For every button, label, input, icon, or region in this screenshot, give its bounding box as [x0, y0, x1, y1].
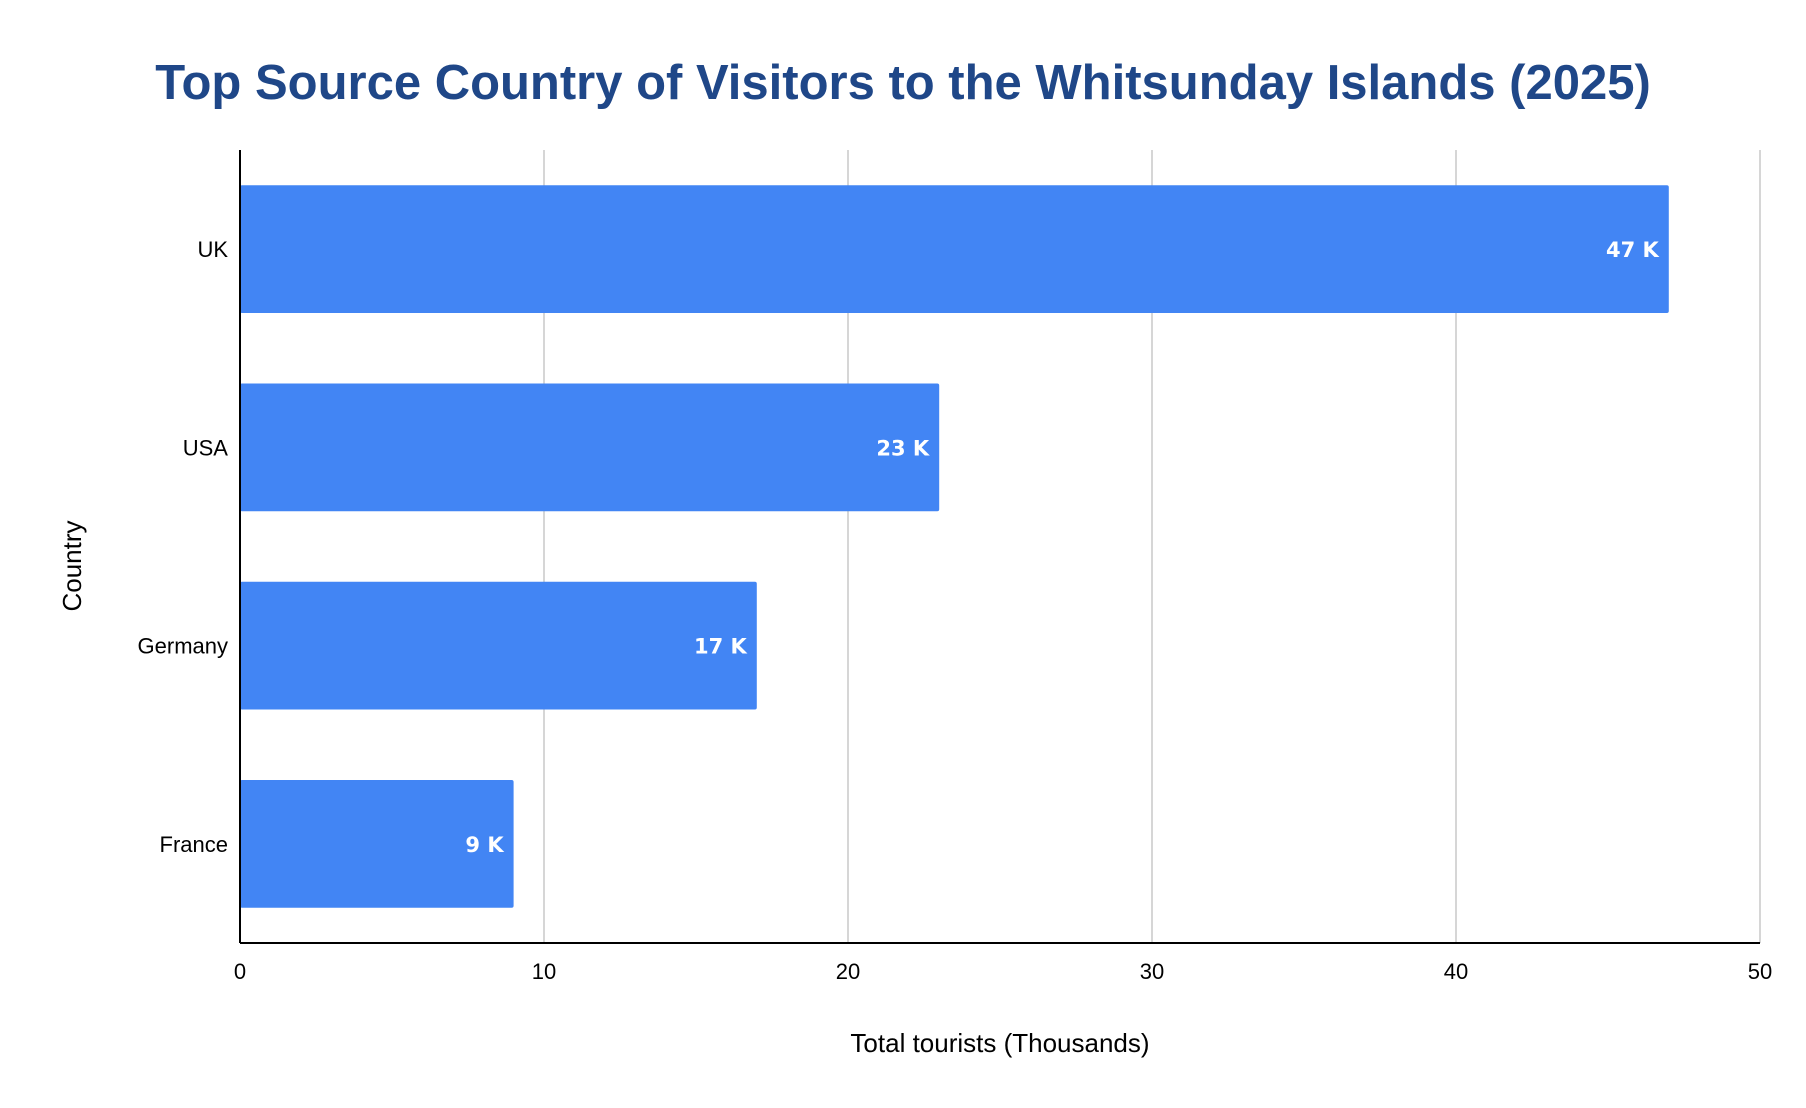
x-axis-title: Total tourists (Thousands)	[850, 1028, 1149, 1058]
data-label-france: 9 K	[465, 833, 504, 857]
bar-usa	[240, 383, 940, 512]
data-label-uk: 47 K	[1606, 238, 1660, 262]
bar-germany	[240, 581, 757, 710]
y-tick-label: Germany	[138, 634, 228, 659]
bar-uk	[240, 185, 1669, 314]
x-tick-label: 0	[234, 959, 246, 984]
x-tick-label: 10	[532, 959, 556, 984]
y-axis-title: Country	[57, 520, 87, 611]
x-tick-label: 30	[1140, 959, 1164, 984]
x-tick-label: 20	[836, 959, 860, 984]
x-tick-labels: 0 10 20 30 40 50	[234, 959, 1772, 984]
x-tick-label: 50	[1748, 959, 1772, 984]
data-label-usa: 23 K	[876, 436, 930, 460]
chart-title: Top Source Country of Visitors to the Wh…	[155, 56, 1651, 110]
x-tick-label: 40	[1444, 959, 1468, 984]
axes	[239, 150, 1760, 944]
y-tick-labels: UK USA Germany France	[138, 237, 229, 857]
data-labels: 47 K 23 K 17 K 9 K	[465, 238, 1659, 857]
bars	[240, 185, 1669, 908]
y-tick-label: France	[160, 832, 228, 857]
bar-france	[240, 779, 514, 908]
data-label-germany: 17 K	[694, 635, 748, 659]
y-tick-label: USA	[183, 435, 229, 460]
y-tick-label: UK	[197, 237, 228, 262]
